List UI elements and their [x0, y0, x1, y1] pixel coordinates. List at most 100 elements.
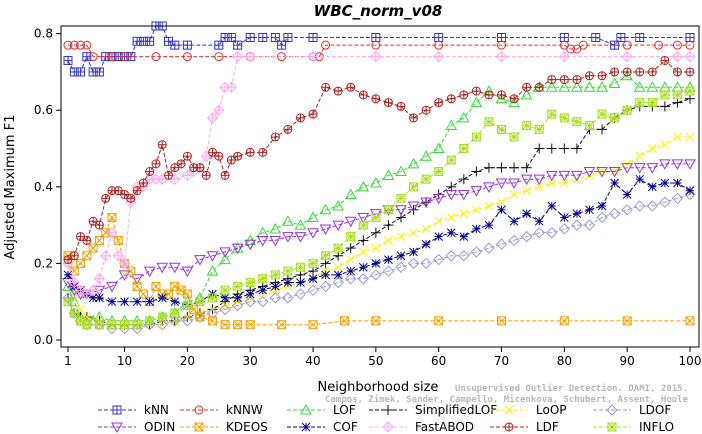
axes-layer: 1 10 20 30 40 50 60 70 80 90 100 0.0 0.2 0.4 0.6 0.8	[34, 27, 702, 368]
point-odin-14	[219, 247, 231, 258]
point-inflo-40	[547, 109, 557, 119]
point-loop-47	[635, 151, 645, 161]
point-fastabod-9	[118, 257, 131, 270]
point-lof-41	[545, 81, 558, 92]
point-ldf-63	[685, 67, 695, 77]
point-ldof-9	[156, 318, 168, 331]
point-inflo-14	[220, 285, 230, 295]
point-cof-38	[509, 216, 519, 226]
point-ldf-55	[584, 71, 594, 81]
point-ldf-52	[547, 75, 557, 85]
point-simplifiedlof-26	[370, 227, 381, 238]
point-fastabod-32	[621, 50, 633, 63]
legend-marker-loop	[504, 405, 514, 415]
point-ldof-15	[231, 299, 244, 312]
point-fastabod-28	[370, 50, 382, 63]
legend-item-fastabod: FastABOD	[369, 420, 474, 434]
point-inflo-7	[132, 320, 142, 330]
point-ldf-32	[295, 113, 305, 123]
series-line-ldf	[67, 59, 690, 261]
point-cof-27	[371, 259, 381, 268]
point-ldf-25	[220, 170, 230, 180]
point-knn-13	[145, 36, 155, 46]
point-lof-48	[633, 81, 646, 92]
point-fastabod-6	[99, 250, 112, 262]
series-cof	[63, 174, 695, 310]
point-cof-45	[597, 201, 607, 211]
point-knnw-6	[120, 52, 130, 62]
x-tick-label-60: 60	[431, 354, 446, 368]
series-line-simplifiedlof	[67, 98, 691, 326]
legend-marker-inflo	[607, 422, 617, 432]
point-cof-33	[446, 228, 456, 238]
point-ldof-39	[533, 227, 545, 239]
point-knnw-16	[434, 40, 444, 50]
point-ldf-35	[333, 86, 343, 96]
point-cof-28	[384, 255, 393, 264]
point-inflo-27	[383, 205, 393, 215]
legend-label-odin: ODIN	[144, 420, 175, 434]
point-loop-26	[371, 243, 381, 253]
point-ldf-40	[396, 101, 406, 111]
point-ldof-29	[407, 257, 420, 270]
point-ldf-45	[459, 90, 469, 100]
legend-item-lof: LOF	[287, 403, 356, 417]
point-ldof-30	[420, 257, 432, 270]
point-ldof-46	[621, 204, 633, 216]
point-inflo-3	[82, 320, 92, 330]
point-fastabod-7	[106, 227, 118, 239]
point-ldf-59	[635, 67, 645, 77]
point-simplifiedlof-42	[571, 143, 582, 154]
legend-marker-knn	[112, 405, 122, 415]
point-inflo-15	[233, 281, 243, 291]
point-knnw-14	[321, 40, 331, 50]
point-cof-48	[635, 174, 645, 184]
point-odin-10	[168, 262, 181, 274]
point-lof-35	[470, 96, 483, 108]
point-fastabod-29	[432, 50, 445, 63]
point-inflo-47	[635, 98, 645, 108]
point-lof-31	[420, 150, 432, 161]
legend-marker-ldf	[504, 422, 514, 432]
point-inflo-29	[409, 182, 419, 192]
point-inflo-26	[371, 212, 381, 222]
point-ldof-25	[357, 273, 370, 285]
point-fastabod-34	[684, 50, 696, 63]
point-cof-24	[333, 270, 343, 280]
point-ldof-47	[634, 200, 646, 212]
point-simplifiedlof-44	[597, 124, 608, 135]
point-cof-44	[585, 205, 594, 215]
point-ldof-45	[608, 207, 621, 220]
point-loop-24	[346, 255, 356, 264]
point-inflo-8	[145, 316, 155, 326]
point-ldf-16	[164, 170, 174, 180]
point-ldf-60	[647, 67, 657, 77]
point-loop-51	[685, 132, 695, 142]
point-inflo-18	[270, 270, 280, 280]
legend-item-loop: LoOP	[490, 403, 567, 417]
series-lof	[62, 69, 696, 326]
y-tick-label-2: 0.4	[34, 180, 53, 194]
point-cof-9	[145, 297, 155, 307]
point-inflo-23	[333, 243, 343, 253]
point-ldof-32	[445, 250, 457, 262]
point-odin-32	[445, 189, 458, 201]
point-inflo-19	[283, 266, 293, 276]
point-ldf-42	[421, 105, 431, 115]
point-simplifiedlof-38	[521, 162, 532, 173]
point-odin-9	[156, 262, 169, 274]
point-cof-5	[95, 293, 104, 303]
point-fastabod-31	[558, 50, 571, 63]
point-inflo-0	[63, 297, 73, 307]
point-kdeos-12	[138, 289, 148, 299]
point-ldof-5	[106, 322, 118, 335]
point-fastabod-8	[112, 250, 124, 262]
legend-marker-ldof	[606, 404, 618, 416]
x-tick-label-40: 40	[305, 354, 320, 368]
point-odin-34	[470, 186, 483, 197]
point-fastabod-33	[671, 50, 684, 63]
point-ldof-4	[93, 318, 106, 331]
point-inflo-37	[509, 132, 519, 142]
point-inflo-1	[69, 308, 79, 318]
point-fastabod-26	[244, 50, 256, 63]
